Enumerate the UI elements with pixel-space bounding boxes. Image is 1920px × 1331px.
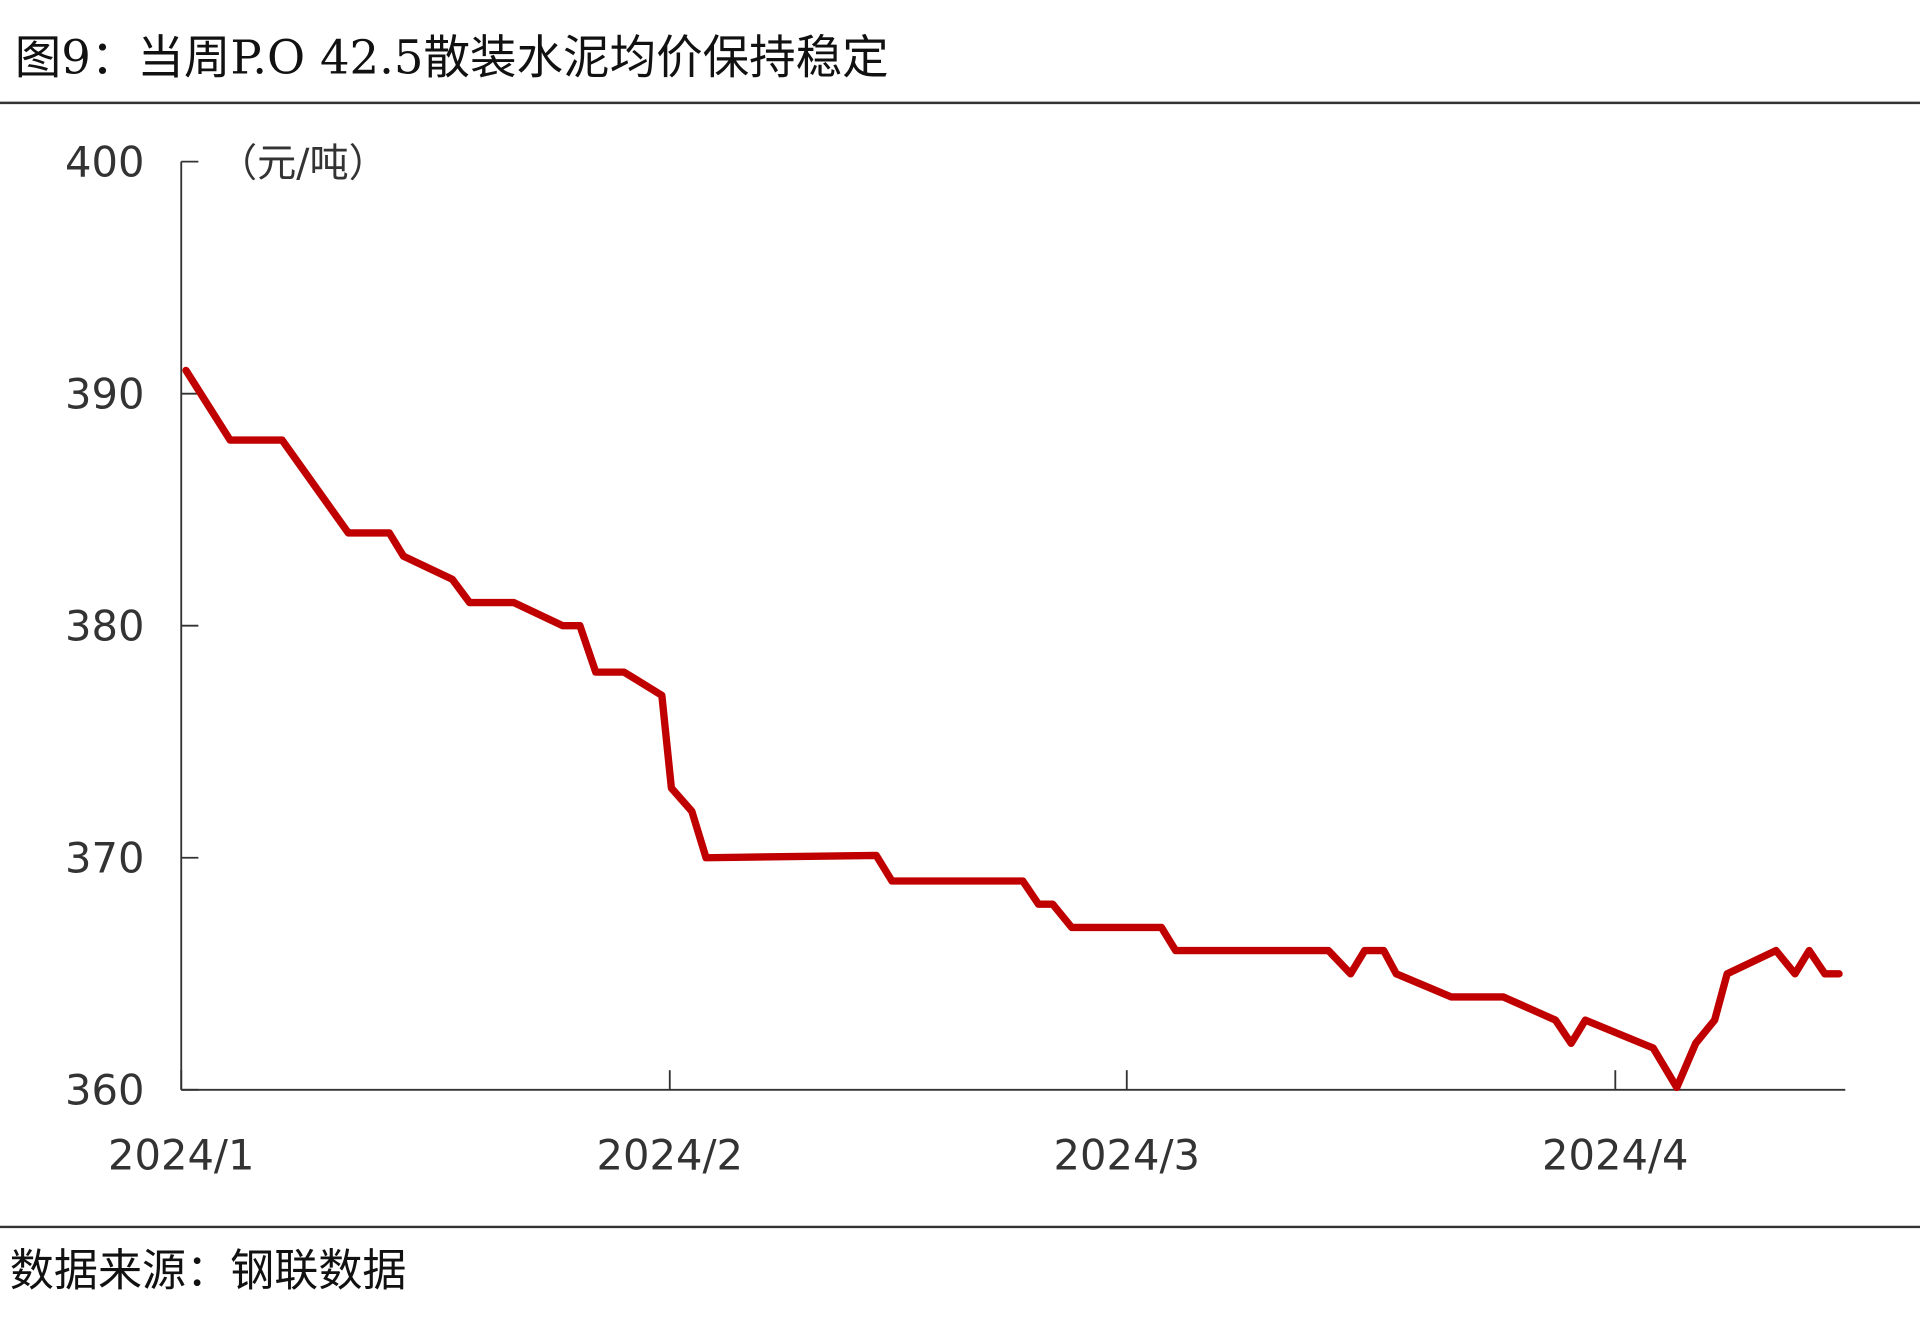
chart-title: 图9：当周P.O 42.5散装水泥均价保持稳定: [15, 30, 889, 84]
axes: 360 370 380 390 400 2024/1 2024/2 2024/3 2024/4: [65, 137, 1846, 1179]
y-tick-label: 400: [65, 137, 144, 186]
x-tick-label: 2024/1: [108, 1130, 254, 1179]
y-unit-label: （元/吨）: [218, 141, 388, 186]
x-tick-label: 2024/4: [1542, 1130, 1688, 1179]
series-line: [182, 366, 1843, 1092]
y-tick-label: 380: [65, 601, 144, 650]
y-tick-label: 390: [65, 369, 144, 418]
x-tick-label: 2024/3: [1054, 1130, 1200, 1179]
plot-area: [182, 366, 1843, 1092]
source-note: 数据来源：钢联数据: [10, 1246, 407, 1297]
y-tick-label: 370: [65, 833, 144, 882]
y-tick-label: 360: [65, 1065, 144, 1114]
x-tick-label: 2024/2: [597, 1130, 743, 1179]
